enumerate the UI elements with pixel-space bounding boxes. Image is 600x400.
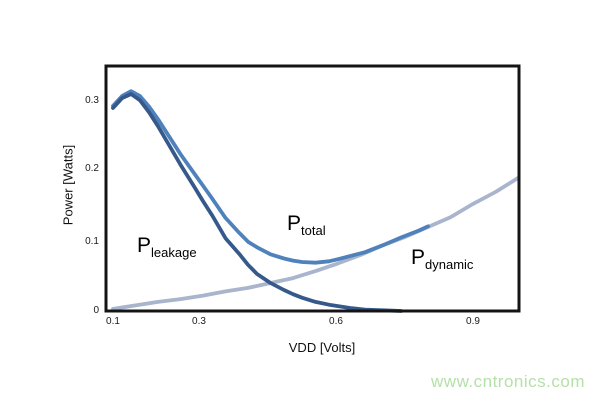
p-leakage-symbol: P bbox=[137, 234, 152, 257]
x-tick-label-0.3: 0.3 bbox=[192, 316, 206, 327]
y-tick-label-0.3: 0.3 bbox=[85, 95, 99, 106]
x-tick-label-0.6: 0.6 bbox=[329, 316, 343, 327]
p-dynamic-symbol: P bbox=[411, 246, 426, 269]
p-total-symbol: P bbox=[287, 212, 302, 235]
curve-p_leakage bbox=[111, 92, 403, 313]
curve-p_dynamic bbox=[111, 176, 520, 311]
x-tick-label-0.1: 0.1 bbox=[106, 316, 120, 327]
plot-border bbox=[104, 64, 521, 313]
y-axis-title: Power [Watts] bbox=[60, 144, 76, 226]
curve-p_total bbox=[111, 89, 430, 265]
y-tick-label-0: 0 bbox=[93, 305, 99, 316]
x-axis-title: VDD [Volts] bbox=[288, 340, 356, 355]
curve-label-p-total: Ptotal bbox=[287, 212, 326, 239]
y-tick-label-0.1: 0.1 bbox=[85, 236, 99, 247]
x-tick-label-0.9: 0.9 bbox=[466, 316, 480, 327]
watermark-text: www.cntronics.com bbox=[431, 372, 585, 391]
p-dynamic-subscript: dynamic bbox=[425, 257, 474, 273]
y-tick-label-0.2: 0.2 bbox=[85, 163, 99, 174]
p-leakage-subscript: leakage bbox=[151, 245, 197, 261]
curve-label-p-dynamic: Pdynamic bbox=[411, 246, 474, 273]
curve-label-p-leakage: Pleakage bbox=[137, 234, 197, 261]
p-total-subscript: total bbox=[301, 223, 326, 239]
